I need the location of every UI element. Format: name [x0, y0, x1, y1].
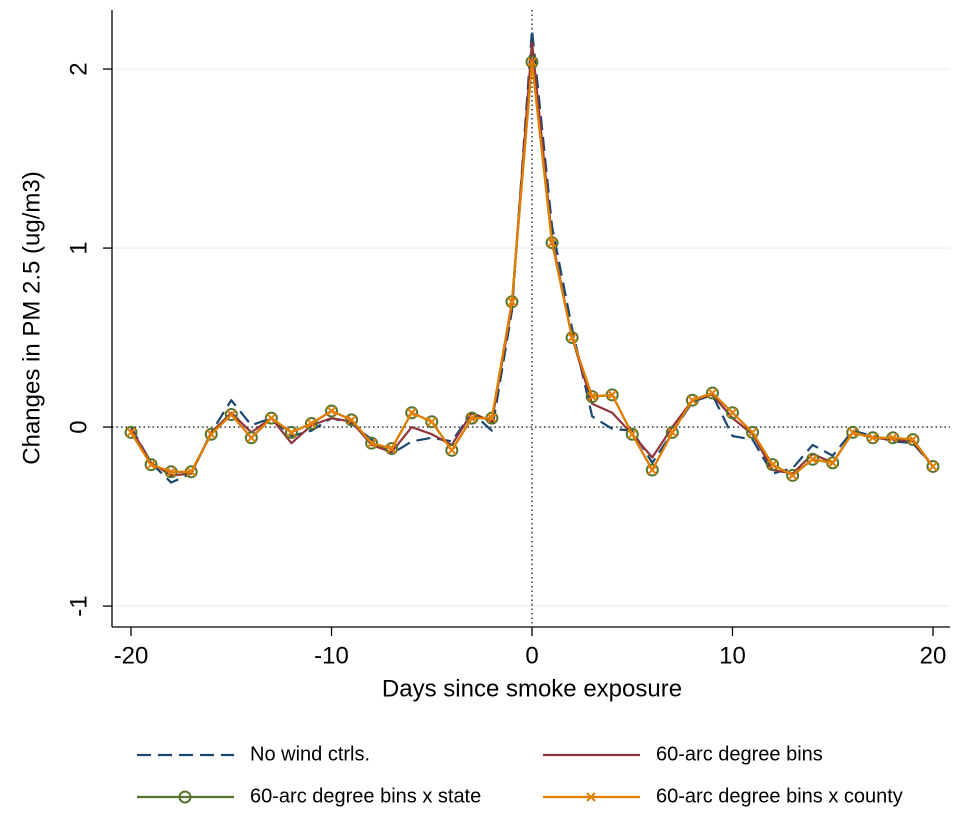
point-marker	[385, 442, 399, 456]
point-marker	[224, 408, 238, 422]
point-marker	[226, 409, 236, 420]
point-marker	[685, 393, 699, 407]
point-marker	[304, 416, 318, 430]
point-marker	[567, 332, 577, 343]
legend-marker	[178, 790, 192, 804]
point-marker	[705, 386, 719, 400]
point-marker	[787, 470, 798, 481]
point-marker	[146, 459, 156, 470]
point-marker	[767, 459, 778, 470]
point-marker	[186, 467, 196, 477]
x-tick-label: 0	[525, 642, 538, 669]
point-marker	[487, 413, 497, 423]
y-tick-label: -1	[65, 595, 92, 616]
point-marker	[306, 418, 317, 429]
point-marker	[425, 415, 439, 429]
point-marker	[346, 415, 357, 425]
point-marker	[507, 297, 517, 307]
point-marker	[926, 459, 940, 473]
point-marker	[126, 427, 136, 438]
point-marker	[244, 431, 258, 445]
legend-label: No wind ctrls.	[250, 743, 370, 765]
point-marker	[264, 411, 278, 425]
point-marker	[326, 406, 337, 416]
point-marker	[445, 443, 459, 457]
point-marker	[868, 433, 878, 443]
point-marker	[627, 429, 637, 439]
point-marker	[365, 436, 379, 450]
y-tick-label: 0	[65, 420, 92, 433]
point-marker	[665, 425, 679, 439]
point-marker	[284, 425, 298, 439]
point-marker	[407, 408, 417, 418]
legend-label: 60-arc degree bins x state	[250, 785, 481, 807]
series-line	[130, 28, 934, 484]
x-tick-label: -10	[314, 642, 349, 669]
point-marker	[527, 57, 537, 67]
point-marker	[166, 467, 176, 477]
point-marker	[345, 413, 359, 427]
point-marker	[746, 425, 760, 439]
point-marker	[266, 413, 277, 423]
x-tick-label: -20	[114, 642, 149, 669]
point-marker	[766, 458, 780, 472]
point-marker	[687, 395, 698, 405]
point-marker	[625, 427, 639, 441]
point-marker	[667, 427, 678, 438]
point-marker	[587, 391, 597, 402]
point-marker	[848, 427, 858, 438]
point-marker	[707, 388, 718, 398]
point-marker	[645, 463, 659, 477]
x-tick-label: 10	[719, 642, 746, 669]
legend-marker	[586, 792, 596, 802]
point-marker	[928, 461, 938, 472]
point-marker	[888, 433, 898, 443]
point-marker	[607, 390, 617, 400]
y-tick-label: 2	[65, 62, 92, 75]
point-marker	[286, 427, 297, 438]
x-axis-label: Days since smoke exposure	[382, 675, 682, 702]
point-marker	[846, 425, 860, 439]
point-marker	[747, 427, 758, 438]
point-marker	[124, 425, 138, 439]
point-marker	[908, 434, 918, 445]
point-marker	[246, 433, 257, 443]
point-marker	[828, 458, 838, 468]
point-marker	[427, 416, 437, 427]
point-marker	[366, 438, 377, 448]
point-marker	[807, 454, 818, 464]
point-marker	[144, 458, 158, 472]
point-marker	[405, 406, 419, 420]
point-marker	[647, 465, 657, 475]
point-marker	[786, 468, 800, 482]
point-marker	[727, 408, 738, 418]
point-marker	[725, 406, 739, 420]
x-tick-label: 20	[920, 642, 947, 669]
point-marker	[206, 429, 216, 439]
point-marker	[386, 443, 397, 454]
series-line	[130, 41, 934, 477]
point-marker	[325, 404, 339, 418]
point-marker	[547, 237, 557, 248]
y-tick-label: 1	[65, 241, 92, 254]
legend-label: 60-arc degree bins	[656, 743, 823, 765]
point-marker	[204, 427, 218, 441]
y-axis-label: Changes in PM 2.5 (ug/m3)	[18, 171, 45, 464]
point-marker	[447, 445, 457, 456]
legend-label: 60-arc degree bins x county	[656, 785, 903, 807]
point-marker	[467, 413, 477, 423]
point-marker	[565, 331, 579, 345]
